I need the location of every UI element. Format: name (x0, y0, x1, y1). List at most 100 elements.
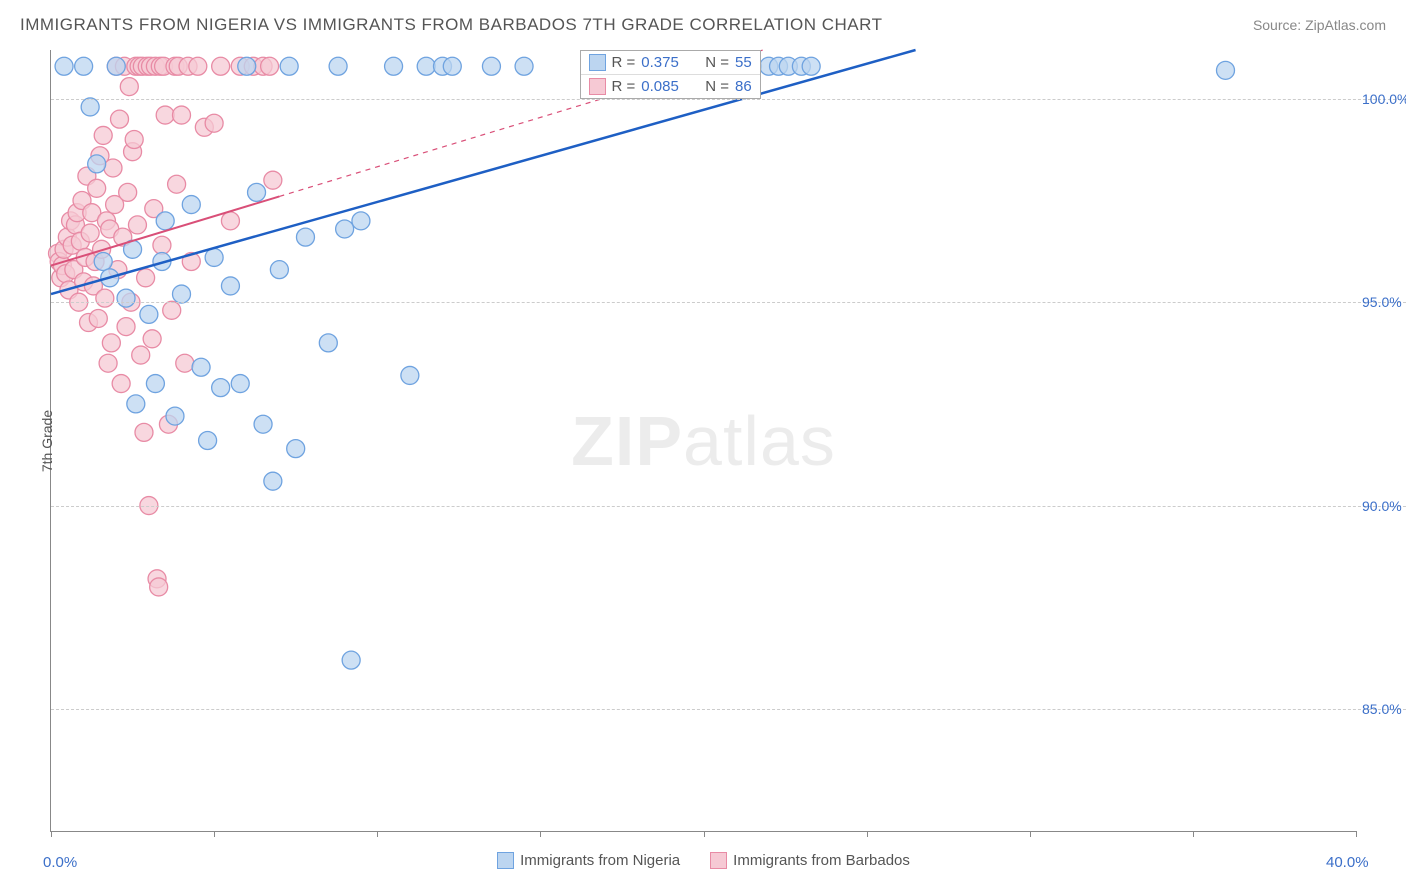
data-point-barbados (221, 212, 239, 230)
x-tick (1193, 831, 1194, 837)
data-point-nigeria (199, 432, 217, 450)
data-point-barbados (125, 130, 143, 148)
data-point-nigeria (55, 57, 73, 75)
data-point-nigeria (401, 366, 419, 384)
data-point-nigeria (182, 196, 200, 214)
grid-line (51, 709, 1406, 710)
grid-line (51, 506, 1406, 507)
data-point-barbados (135, 423, 153, 441)
grid-line (51, 302, 1406, 303)
data-point-nigeria (352, 212, 370, 230)
data-point-nigeria (221, 277, 239, 295)
chart-header: IMMIGRANTS FROM NIGERIA VS IMMIGRANTS FR… (20, 10, 1386, 40)
legend-row: R = 0.085 N = 86 (581, 74, 760, 98)
series-legend-item: Immigrants from Barbados (710, 852, 910, 869)
data-point-nigeria (238, 57, 256, 75)
data-point-barbados (88, 179, 106, 197)
data-point-nigeria (270, 261, 288, 279)
legend-n-value: 86 (735, 78, 752, 95)
x-tick (51, 831, 52, 837)
data-point-barbados (112, 375, 130, 393)
legend-r-value: 0.375 (641, 54, 691, 71)
data-point-barbados (81, 224, 99, 242)
data-point-nigeria (482, 57, 500, 75)
plot-area: 7th Grade ZIPatlas 85.0%90.0%95.0%100.0%… (50, 50, 1356, 832)
data-point-nigeria (385, 57, 403, 75)
data-point-barbados (189, 57, 207, 75)
data-point-nigeria (140, 305, 158, 323)
legend-swatch (497, 852, 514, 869)
x-tick (1030, 831, 1031, 837)
data-point-barbados (156, 106, 174, 124)
x-tick (377, 831, 378, 837)
legend-r-label: R = (612, 78, 636, 95)
data-point-barbados (264, 171, 282, 189)
chart-source: Source: ZipAtlas.com (1253, 17, 1386, 33)
x-tick (1356, 831, 1357, 837)
data-point-nigeria (94, 253, 112, 271)
data-point-nigeria (264, 472, 282, 490)
legend-n-value: 55 (735, 54, 752, 71)
data-point-barbados (137, 269, 155, 287)
data-point-nigeria (231, 375, 249, 393)
data-point-barbados (205, 114, 223, 132)
data-point-nigeria (146, 375, 164, 393)
legend-swatch (710, 852, 727, 869)
legend-row: R =0.375N =55 (581, 51, 760, 74)
y-tick-label: 100.0% (1358, 91, 1406, 107)
data-point-barbados (117, 318, 135, 336)
data-point-barbados (104, 159, 122, 177)
data-point-nigeria (329, 57, 347, 75)
data-point-nigeria (254, 415, 272, 433)
data-point-nigeria (319, 334, 337, 352)
legend-n-label: N = (705, 78, 729, 95)
data-point-barbados (163, 301, 181, 319)
data-point-nigeria (248, 183, 266, 201)
legend-r-value: 0.085 (641, 78, 691, 95)
data-point-barbados (212, 57, 230, 75)
data-point-barbados (132, 346, 150, 364)
data-point-nigeria (127, 395, 145, 413)
legend-swatch (589, 78, 606, 95)
data-point-barbados (99, 354, 117, 372)
data-point-nigeria (75, 57, 93, 75)
data-point-barbados (128, 216, 146, 234)
data-point-barbados (96, 289, 114, 307)
correlation-legend: R = 0.375 N = 55 R = 0.085 N = 86 (580, 50, 761, 99)
data-point-barbados (120, 78, 138, 96)
trend-line-nigeria (51, 50, 916, 294)
data-point-barbados (89, 309, 107, 327)
data-point-nigeria (88, 155, 106, 173)
data-point-barbados (94, 126, 112, 144)
data-point-barbados (150, 578, 168, 596)
y-tick-label: 90.0% (1358, 498, 1406, 514)
data-point-barbados (119, 183, 137, 201)
legend-r-label: R = (612, 54, 636, 71)
data-point-barbados (111, 110, 129, 128)
data-point-nigeria (81, 98, 99, 116)
data-point-nigeria (173, 285, 191, 303)
data-point-barbados (176, 354, 194, 372)
data-point-nigeria (342, 651, 360, 669)
data-point-nigeria (515, 57, 533, 75)
data-point-nigeria (166, 407, 184, 425)
series-legend: Immigrants from Nigeria Immigrants from B… (51, 852, 1356, 869)
data-point-barbados (173, 106, 191, 124)
data-point-nigeria (205, 248, 223, 266)
data-point-nigeria (107, 57, 125, 75)
chart-title: IMMIGRANTS FROM NIGERIA VS IMMIGRANTS FR… (20, 15, 883, 35)
data-point-barbados (153, 236, 171, 254)
data-point-nigeria (443, 57, 461, 75)
series-legend-label: Immigrants from Nigeria (520, 852, 680, 869)
x-tick (214, 831, 215, 837)
data-point-nigeria (156, 212, 174, 230)
series-legend-label: Immigrants from Barbados (733, 852, 910, 869)
data-point-nigeria (287, 440, 305, 458)
series-legend-item: Immigrants from Nigeria (497, 852, 680, 869)
data-point-nigeria (1217, 61, 1235, 79)
y-tick-label: 95.0% (1358, 294, 1406, 310)
data-point-nigeria (336, 220, 354, 238)
data-point-barbados (261, 57, 279, 75)
x-tick (867, 831, 868, 837)
data-point-nigeria (192, 358, 210, 376)
